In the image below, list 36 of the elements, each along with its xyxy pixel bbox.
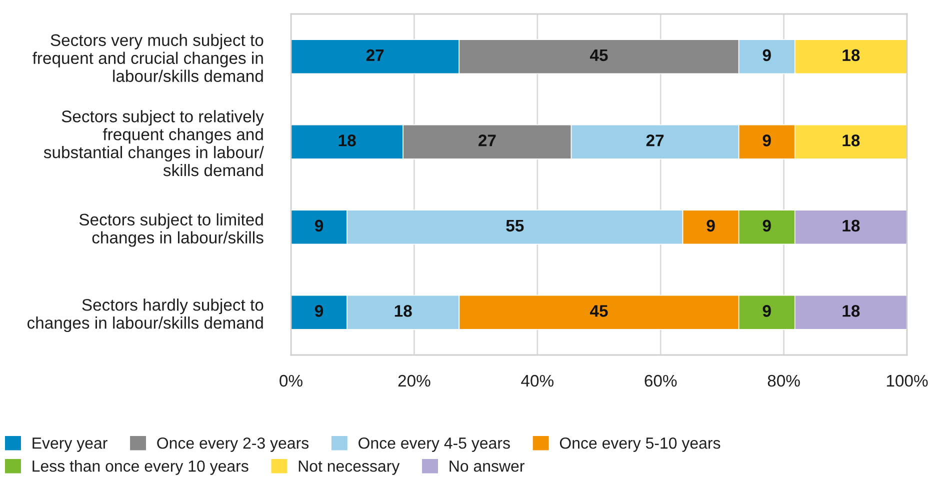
data-label: 9 bbox=[762, 49, 771, 62]
legend-label: Less than once every 10 years bbox=[32, 460, 248, 475]
legend-label: Once every 5-10 years bbox=[560, 437, 720, 452]
x-tick-label: 60% bbox=[644, 374, 677, 387]
y-tick-label: Sectors very much subject to frequent and crucial changes in labour/skills demand bbox=[32, 34, 264, 82]
data-label: 45 bbox=[590, 305, 608, 317]
x-tick-label: 40% bbox=[521, 374, 554, 387]
y-tick-label: Sectors hardly subject to changes in labour/skills demand bbox=[27, 298, 264, 332]
legend-label: Once every 2-3 years bbox=[157, 437, 309, 452]
x-tick-label: 0% bbox=[280, 374, 302, 387]
data-label: 18 bbox=[338, 134, 356, 146]
x-tick-label: 20% bbox=[398, 374, 430, 387]
data-label: 9 bbox=[314, 220, 324, 232]
legend-label: Not necessary bbox=[298, 460, 400, 475]
y-tick-label: Sectors subject to limited changes in labour/skills bbox=[79, 213, 264, 247]
data-label: 27 bbox=[646, 134, 664, 146]
data-label: 27 bbox=[366, 49, 384, 61]
data-label: 18 bbox=[842, 220, 860, 232]
legend-label: Every year bbox=[32, 438, 108, 452]
x-tick-label: 80% bbox=[768, 374, 800, 387]
data-label: 18 bbox=[842, 305, 860, 317]
data-label: 18 bbox=[842, 49, 860, 62]
legend-label: No answer bbox=[450, 460, 524, 472]
data-label: 9 bbox=[762, 305, 771, 317]
data-label: 18 bbox=[394, 305, 412, 317]
x-tick-label: 100% bbox=[886, 374, 928, 387]
data-label: 9 bbox=[762, 220, 771, 232]
data-label: 9 bbox=[314, 305, 324, 317]
legend-label: Once every 4-5 years bbox=[358, 437, 510, 452]
data-label: 9 bbox=[706, 220, 715, 232]
data-label: 45 bbox=[590, 49, 608, 62]
data-label: 9 bbox=[762, 134, 771, 146]
data-label: 18 bbox=[842, 134, 860, 146]
y-tick-label: Sectors subject to relatively frequent changes and substantial changes in labour/ skills demand bbox=[44, 110, 264, 176]
data-label: 27 bbox=[478, 134, 496, 146]
data-label: 55 bbox=[506, 220, 524, 232]
